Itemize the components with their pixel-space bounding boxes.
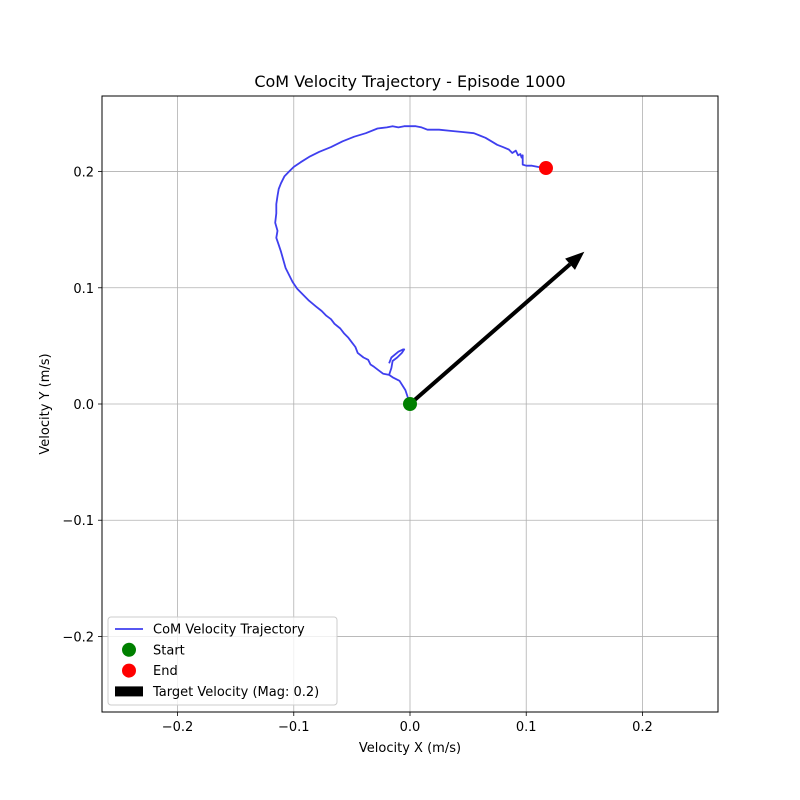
y-tick-label: 0.1 [73, 282, 94, 297]
legend-label: End [153, 664, 178, 679]
y-tick-label: 0.2 [73, 166, 94, 181]
legend-marker-swatch [122, 642, 136, 657]
x-tick-label: 0.0 [400, 720, 421, 735]
y-tick-label: −0.1 [62, 514, 94, 529]
legend-arrow-swatch [115, 686, 143, 697]
y-tick-label: −0.2 [62, 630, 94, 645]
target-velocity-arrow [408, 262, 572, 406]
legend-box [107, 616, 338, 706]
legend: CoM Velocity Trajectory Start End Target Ve… [107, 616, 338, 706]
chart-title: CoM Velocity Trajectory - Episode 1000 [254, 72, 565, 91]
trajectory-line [388, 348, 406, 376]
x-tick-label: 0.1 [516, 720, 537, 735]
legend-label: Target Velocity (Mag: 0.2) [152, 685, 319, 700]
end-marker [538, 161, 553, 176]
target-velocity-arrowhead [565, 251, 585, 270]
x-axis-label: Velocity X (m/s) [359, 741, 461, 756]
x-tick-label: −0.2 [162, 720, 194, 735]
y-axis-label: Velocity Y (m/s) [38, 353, 53, 454]
trajectory-line [274, 125, 547, 405]
legend-marker-swatch [122, 663, 136, 678]
x-axis: −0.2 −0.1 0.0 0.1 0.2 [162, 712, 653, 735]
start-marker [403, 397, 417, 411]
y-axis: −0.2 −0.1 0.0 0.1 0.2 [62, 166, 102, 645]
legend-label: CoM Velocity Trajectory [153, 623, 305, 638]
x-tick-label: 0.2 [632, 720, 653, 735]
plot-area [274, 125, 585, 411]
x-tick-label: −0.1 [278, 720, 310, 735]
y-tick-label: 0.0 [73, 398, 94, 413]
legend-label: Start [153, 643, 185, 658]
